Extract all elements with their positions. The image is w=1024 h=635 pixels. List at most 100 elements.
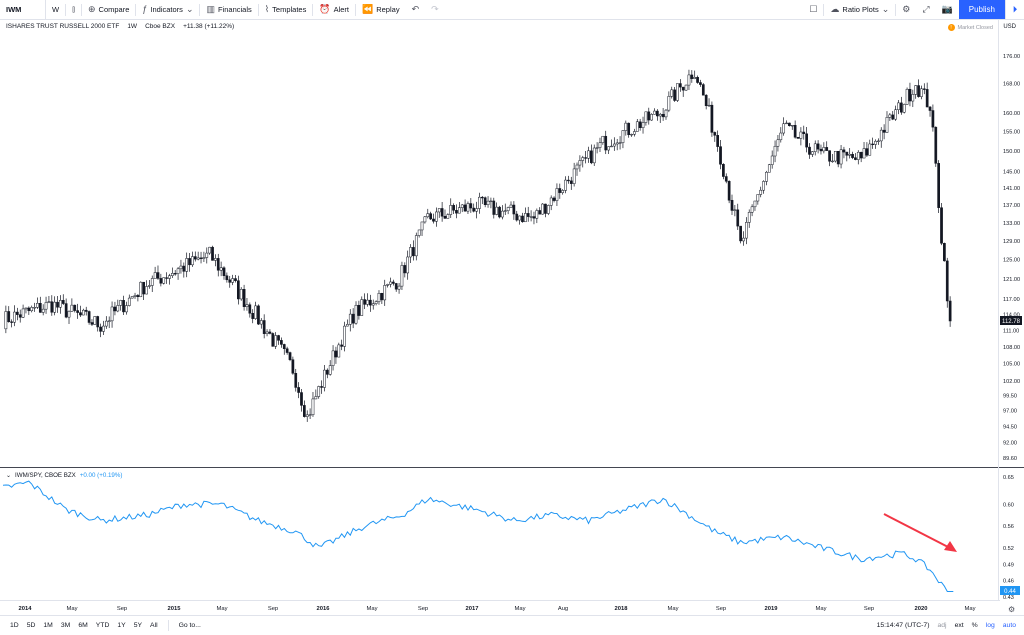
candle-body <box>874 140 877 145</box>
candle-body <box>403 265 407 274</box>
candle-body <box>119 300 123 306</box>
candle-body <box>561 190 565 193</box>
candle-body <box>948 300 952 322</box>
candle-body <box>498 206 501 218</box>
range-button[interactable]: YTD <box>95 622 110 629</box>
auto-toggle[interactable]: auto <box>1002 622 1016 629</box>
candle-body <box>297 387 300 393</box>
candle-body <box>159 278 163 284</box>
candle-body <box>305 414 309 417</box>
snapshot-button[interactable]: 📷 <box>936 0 959 19</box>
series-interval: 1W <box>127 23 138 30</box>
range-button[interactable]: 5Y <box>133 622 143 629</box>
percent-toggle[interactable]: % <box>971 622 978 629</box>
candle-body <box>802 131 806 135</box>
redo-icon: ↷ <box>431 4 439 14</box>
price-tick-label: 133.00 <box>1003 221 1020 227</box>
alarm-clock-icon: ⏰ <box>319 4 331 14</box>
candle-body <box>911 94 915 102</box>
candle-body <box>168 275 171 279</box>
ratio-tick-label: 0.56 <box>1003 524 1014 530</box>
financials-button[interactable]: ▥ Financials <box>200 0 257 19</box>
range-button[interactable]: 3M <box>60 622 71 629</box>
candle-body <box>351 313 355 324</box>
clock-time[interactable]: 15:14:47 (UTC-7) <box>876 622 930 629</box>
ext-toggle[interactable]: ext <box>954 622 964 629</box>
candle-body <box>268 331 272 334</box>
chart-canvas[interactable]: 176.00 168.00 160.00 155.00 150.00 145.00 141.… <box>0 0 1024 615</box>
alert-button[interactable]: ⏰ Alert <box>313 0 355 19</box>
candle-body <box>59 300 62 308</box>
time-axis[interactable]: 2014 May Sep 2015 May Sep 2016 May Sep 2017 May Aug… <box>19 606 976 612</box>
candle-body <box>773 145 777 157</box>
chevron-down-icon: ⌄ <box>185 4 194 14</box>
candle-body <box>592 147 596 164</box>
candle-body <box>130 296 134 299</box>
adj-toggle[interactable]: adj <box>937 622 947 629</box>
candle-body <box>578 160 582 166</box>
range-button[interactable]: 5D <box>26 622 36 629</box>
compare-button[interactable]: ⊕ Compare <box>82 0 135 19</box>
chart-type-button[interactable]: ⫾ <box>66 0 81 19</box>
range-button[interactable]: 6M <box>78 622 88 629</box>
collapse-chevron-icon[interactable]: ⌄ <box>6 473 12 479</box>
fullscreen-button[interactable]: ⤢ <box>916 0 935 19</box>
settings-button[interactable]: ⚙ <box>896 0 916 19</box>
symbol-search[interactable]: IWM <box>0 0 46 19</box>
candle-body <box>457 207 461 214</box>
candle-body <box>920 88 923 97</box>
candle-body <box>524 213 527 223</box>
candle-body <box>254 305 257 319</box>
ratio-plots-button[interactable]: ☁ Ratio Plots ⌄ <box>824 0 895 19</box>
settings-gear-icon[interactable]: ⚙ <box>1008 605 1015 614</box>
candle-body <box>185 258 189 272</box>
publish-button[interactable]: Publish <box>958 0 1005 19</box>
candle-body <box>478 196 481 209</box>
market-status[interactable]: ! Market Closed <box>947 24 993 31</box>
ratio-axis[interactable]: 0.65 0.60 0.56 0.52 0.49 0.46 0.43 <box>1003 475 1014 601</box>
undo-button[interactable]: ↶ <box>406 0 426 19</box>
range-button[interactable]: 1Y <box>117 622 126 629</box>
replay-button[interactable]: ⏪ Replay <box>356 0 406 19</box>
time-tick-label: May <box>816 606 827 612</box>
candle-body <box>440 208 444 217</box>
range-button[interactable]: 1M <box>43 622 53 629</box>
candle-body <box>116 305 120 312</box>
play-button[interactable]: ⏵ <box>1005 0 1024 19</box>
price-tick-label: 92.00 <box>1003 440 1017 446</box>
candle-body <box>369 299 372 306</box>
redo-button[interactable]: ↷ <box>425 0 445 19</box>
interval-button[interactable]: W <box>46 0 65 19</box>
templates-button[interactable]: ⌇ Templates <box>259 0 313 19</box>
layout-button[interactable]: ☐ <box>803 0 823 19</box>
candle-body <box>193 256 197 260</box>
indicators-label: Indicators <box>150 5 183 14</box>
candle-body <box>107 320 111 322</box>
candle-body <box>558 188 562 193</box>
candle-body <box>93 316 97 325</box>
indicators-button[interactable]: ƒ Indicators ⌄ <box>136 0 199 19</box>
log-toggle[interactable]: log <box>985 622 995 629</box>
candle-body <box>681 86 685 91</box>
candle-body <box>420 221 424 231</box>
time-tick-label: May <box>668 606 679 612</box>
candle-body <box>323 369 326 388</box>
time-tick-label: May <box>67 606 78 612</box>
time-tick-label: Sep <box>268 606 278 612</box>
price-tick-label: 108.00 <box>1003 345 1020 351</box>
candle-body <box>214 258 217 261</box>
currency-label[interactable]: USD <box>1003 24 1016 30</box>
candle-body <box>739 225 742 242</box>
bottom-toolbar: 1D 5D 1M 3M 6M YTD 1Y 5Y All Go to... 15:14:47 (… <box>0 615 1024 635</box>
candle-body <box>248 304 252 314</box>
candle-body <box>713 132 717 136</box>
price-axis[interactable]: 176.00 168.00 160.00 155.00 150.00 145.00 141.… <box>1003 54 1020 462</box>
candle-body <box>704 94 708 106</box>
range-button[interactable]: 1D <box>10 622 19 629</box>
time-tick-label: May <box>965 606 976 612</box>
candle-body <box>127 297 131 306</box>
red-arrow-annotation[interactable] <box>883 513 957 552</box>
candle-body <box>767 164 771 173</box>
range-button[interactable]: All <box>150 622 158 629</box>
goto-button[interactable]: Go to... <box>178 622 201 629</box>
